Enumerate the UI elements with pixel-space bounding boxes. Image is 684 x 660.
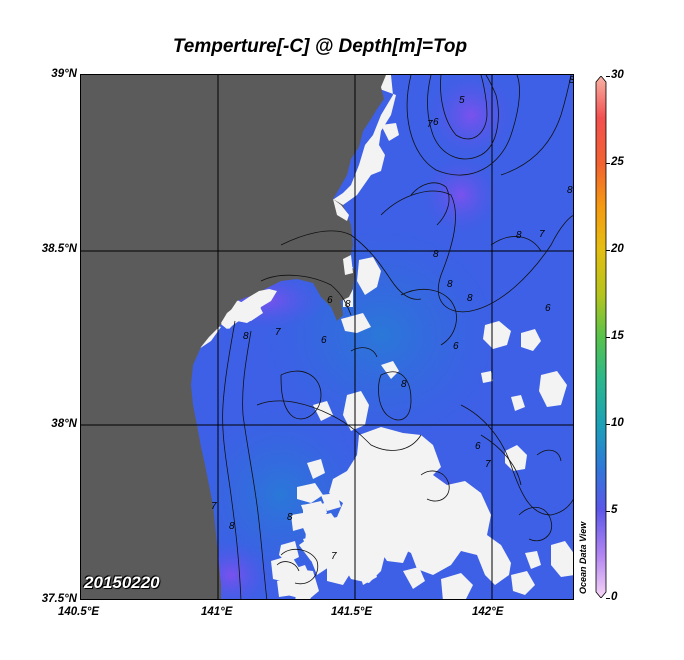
colorbar-tickmark [606, 511, 610, 512]
colorbar-tickmark [606, 76, 610, 77]
no-data-regions [189, 75, 573, 599]
contour-label: 8 [287, 512, 293, 523]
cool-water-patch [426, 75, 516, 160]
contour-label: 6 [475, 441, 481, 452]
contour-label: 6 [321, 335, 327, 346]
contour-label: 6 [433, 117, 439, 128]
contour-label: 6 [327, 295, 333, 306]
contour-label: 7 [275, 327, 281, 338]
colorbar-tick-10: 10 [611, 417, 624, 429]
lat-label-38: 38°N [51, 418, 77, 430]
colorbar-tickmark [606, 598, 610, 599]
map-title: Temperture[-C] @ Depth[m]=Top [172, 36, 468, 57]
colorbar-tick-25: 25 [611, 156, 624, 168]
contour-label: 8 [567, 185, 573, 196]
contour-label: 7 [539, 229, 545, 240]
lon-label-142: 142°E [472, 606, 504, 618]
lat-label-38-5: 38.5°N [41, 243, 77, 255]
contour-label: 7 [427, 119, 433, 130]
lon-label-141: 141°E [201, 606, 233, 618]
lat-label-39: 39°N [51, 68, 77, 80]
odv-watermark-text: Ocean Data View [578, 521, 588, 594]
colorbar-tickmark [606, 250, 610, 251]
map-panel: 876587868886887686878767 [80, 74, 574, 600]
contour-label: 8 [401, 379, 407, 390]
colorbar [595, 76, 607, 598]
land-mass [81, 75, 386, 599]
colorbar-tick-0: 0 [611, 591, 618, 603]
colorbar-tickmark [606, 163, 610, 164]
date-label: 20150220 [84, 573, 160, 592]
contour-label: 8 [516, 230, 522, 241]
contour-label: 8 [345, 299, 351, 310]
colorbar-tickmark [606, 337, 610, 338]
contour-label: 8 [447, 279, 453, 290]
colorbar-tick-5: 5 [611, 504, 618, 516]
colorbar-gradient [595, 76, 607, 598]
contour-label: 8 [243, 331, 249, 342]
lat-label-37-5: 37.5°N [41, 593, 77, 605]
contour-lines [222, 75, 573, 599]
contour-label: 8 [467, 293, 473, 304]
colorbar-tick-20: 20 [611, 243, 624, 255]
contour-label: 6 [545, 303, 551, 314]
contour-label: 8 [569, 75, 574, 86]
colorbar-tick-30: 30 [611, 69, 624, 81]
lon-label-141-5: 141.5°E [331, 606, 373, 618]
colorbar-tick-15: 15 [611, 330, 624, 342]
colorbar-tickmark [606, 424, 610, 425]
contour-label: 8 [433, 249, 439, 260]
contour-label: 7 [331, 551, 337, 562]
odv-watermark: Ocean Data View [578, 510, 592, 600]
cool-water-patch [421, 155, 501, 235]
contour-label: 6 [453, 341, 459, 352]
contour-label: 7 [485, 459, 491, 470]
graticule [81, 75, 573, 599]
contour-label: 5 [459, 95, 465, 106]
contour-label: 8 [229, 521, 235, 532]
lon-label-140-5: 140.5°E [58, 606, 100, 618]
map-canvas: 876587868886887686878767 [81, 75, 574, 599]
contour-label: 7 [211, 501, 217, 512]
contour-labels: 876587868886887686878767 [211, 75, 574, 562]
